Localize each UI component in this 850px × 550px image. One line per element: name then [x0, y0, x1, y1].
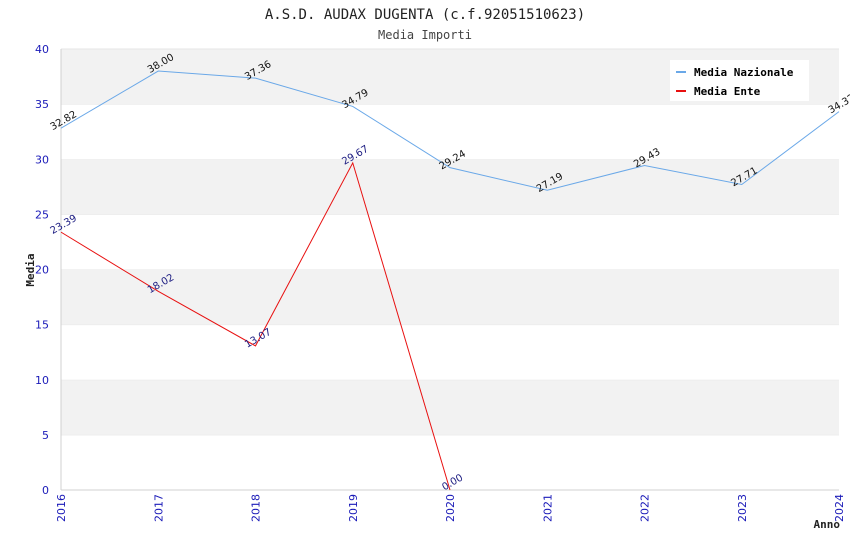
y-tick-label: 0	[42, 484, 49, 497]
legend: Media Nazionale Media Ente	[670, 60, 809, 101]
y-tick-label: 25	[35, 208, 49, 221]
y-tick-label: 30	[35, 153, 49, 166]
x-tick-label: 2018	[250, 494, 263, 522]
x-tick-label: 2017	[152, 494, 165, 522]
series-line	[60, 70, 840, 191]
chart-subtitle: Media Importi	[378, 28, 472, 42]
y-tick-label: 40	[35, 43, 49, 56]
grid-band	[61, 269, 839, 325]
x-tick-label: 2021	[541, 494, 554, 522]
legend-box	[670, 60, 809, 101]
series-lines	[60, 70, 840, 491]
grid-band	[61, 214, 839, 270]
chart-title: A.S.D. AUDAX DUGENTA (c.f.92051510623)	[265, 7, 585, 23]
grid-band	[61, 104, 839, 160]
grid-band	[61, 159, 839, 215]
x-tick-label: 2019	[347, 494, 360, 522]
y-axis-label: Media	[24, 253, 37, 286]
x-tick-label: 2020	[444, 494, 457, 522]
x-axis-ticks: 2016 2017 2018 2019 2020 2021 2022 2023 2024	[55, 494, 846, 522]
legend-label: Media Nazionale	[694, 66, 794, 79]
x-tick-label: 2024	[833, 494, 846, 522]
x-tick-label: 2022	[639, 494, 652, 522]
x-tick-label: 2016	[55, 494, 68, 522]
y-tick-label: 10	[35, 374, 49, 387]
legend-label: Media Ente	[694, 85, 761, 98]
y-tick-label: 5	[42, 429, 49, 442]
grid-bands	[61, 48, 839, 490]
y-tick-label: 15	[35, 319, 49, 332]
grid-band	[61, 434, 839, 490]
y-tick-label: 35	[35, 98, 49, 111]
x-axis-label: Anno	[814, 518, 841, 531]
y-tick-label: 20	[35, 264, 49, 277]
series-line	[60, 161, 451, 491]
y-axis-ticks: 0 5 10 15 20 25 30 35 40	[35, 43, 49, 497]
x-tick-label: 2023	[736, 494, 749, 522]
grid-band	[61, 379, 839, 435]
grid-band	[61, 324, 839, 380]
